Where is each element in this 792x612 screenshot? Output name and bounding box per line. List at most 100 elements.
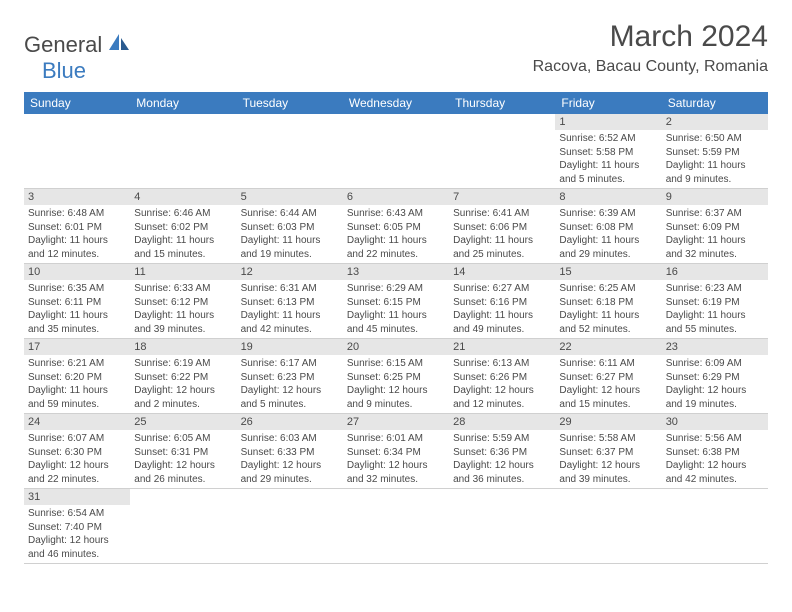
daylight-text-1: Daylight: 11 hours bbox=[28, 309, 126, 323]
daylight-text-2: and 5 minutes. bbox=[559, 173, 657, 187]
sunset-text: Sunset: 6:15 PM bbox=[347, 296, 445, 310]
daylight-text-2: and 42 minutes. bbox=[241, 323, 339, 337]
daylight-text-1: Daylight: 12 hours bbox=[666, 459, 764, 473]
sunset-text: Sunset: 6:31 PM bbox=[134, 446, 232, 460]
calendar-cell: 11Sunrise: 6:33 AMSunset: 6:12 PMDayligh… bbox=[130, 264, 236, 339]
daylight-text-2: and 22 minutes. bbox=[28, 473, 126, 487]
calendar-cell: 10Sunrise: 6:35 AMSunset: 6:11 PMDayligh… bbox=[24, 264, 130, 339]
calendar-cell: 23Sunrise: 6:09 AMSunset: 6:29 PMDayligh… bbox=[662, 339, 768, 414]
calendar-cell: 25Sunrise: 6:05 AMSunset: 6:31 PMDayligh… bbox=[130, 414, 236, 489]
day-content: Sunrise: 6:33 AMSunset: 6:12 PMDaylight:… bbox=[130, 280, 236, 338]
sunrise-text: Sunrise: 6:50 AM bbox=[666, 132, 764, 146]
day-content: Sunrise: 6:29 AMSunset: 6:15 PMDaylight:… bbox=[343, 280, 449, 338]
day-content: Sunrise: 6:21 AMSunset: 6:20 PMDaylight:… bbox=[24, 355, 130, 413]
daylight-text-1: Daylight: 11 hours bbox=[28, 234, 126, 248]
day-number: 25 bbox=[130, 414, 236, 430]
daylight-text-2: and 49 minutes. bbox=[453, 323, 551, 337]
calendar-cell bbox=[130, 489, 236, 564]
daylight-text-1: Daylight: 11 hours bbox=[453, 234, 551, 248]
day-number: 21 bbox=[449, 339, 555, 355]
sunrise-text: Sunrise: 6:01 AM bbox=[347, 432, 445, 446]
calendar-cell: 4Sunrise: 6:46 AMSunset: 6:02 PMDaylight… bbox=[130, 189, 236, 264]
calendar-cell: 9Sunrise: 6:37 AMSunset: 6:09 PMDaylight… bbox=[662, 189, 768, 264]
day-content: Sunrise: 6:52 AMSunset: 5:58 PMDaylight:… bbox=[555, 130, 661, 188]
sunrise-text: Sunrise: 6:23 AM bbox=[666, 282, 764, 296]
daylight-text-1: Daylight: 11 hours bbox=[666, 309, 764, 323]
daylight-text-2: and 32 minutes. bbox=[666, 248, 764, 262]
sunset-text: Sunset: 6:22 PM bbox=[134, 371, 232, 385]
daylight-text-1: Daylight: 11 hours bbox=[559, 159, 657, 173]
calendar-body: 1Sunrise: 6:52 AMSunset: 5:58 PMDaylight… bbox=[24, 114, 768, 564]
title-block: March 2024 Racova, Bacau County, Romania bbox=[533, 20, 768, 76]
day-content: Sunrise: 6:03 AMSunset: 6:33 PMDaylight:… bbox=[237, 430, 343, 488]
daylight-text-2: and 9 minutes. bbox=[347, 398, 445, 412]
day-content: Sunrise: 6:01 AMSunset: 6:34 PMDaylight:… bbox=[343, 430, 449, 488]
day-number: 7 bbox=[449, 189, 555, 205]
calendar-cell: 5Sunrise: 6:44 AMSunset: 6:03 PMDaylight… bbox=[237, 189, 343, 264]
day-content: Sunrise: 6:17 AMSunset: 6:23 PMDaylight:… bbox=[237, 355, 343, 413]
daylight-text-2: and 19 minutes. bbox=[241, 248, 339, 262]
day-content: Sunrise: 6:35 AMSunset: 6:11 PMDaylight:… bbox=[24, 280, 130, 338]
day-number: 8 bbox=[555, 189, 661, 205]
daylight-text-1: Daylight: 12 hours bbox=[453, 384, 551, 398]
weekday-header: Thursday bbox=[449, 92, 555, 114]
calendar-cell bbox=[449, 114, 555, 189]
calendar-cell bbox=[662, 489, 768, 564]
daylight-text-1: Daylight: 12 hours bbox=[453, 459, 551, 473]
calendar-cell: 21Sunrise: 6:13 AMSunset: 6:26 PMDayligh… bbox=[449, 339, 555, 414]
sunset-text: Sunset: 6:37 PM bbox=[559, 446, 657, 460]
day-content: Sunrise: 6:54 AMSunset: 7:40 PMDaylight:… bbox=[24, 505, 130, 563]
weekday-header-row: SundayMondayTuesdayWednesdayThursdayFrid… bbox=[24, 92, 768, 114]
sunrise-text: Sunrise: 6:09 AM bbox=[666, 357, 764, 371]
daylight-text-2: and 45 minutes. bbox=[347, 323, 445, 337]
day-content: Sunrise: 6:37 AMSunset: 6:09 PMDaylight:… bbox=[662, 205, 768, 263]
sunset-text: Sunset: 6:13 PM bbox=[241, 296, 339, 310]
calendar-cell bbox=[130, 114, 236, 189]
calendar-cell: 31Sunrise: 6:54 AMSunset: 7:40 PMDayligh… bbox=[24, 489, 130, 564]
daylight-text-1: Daylight: 11 hours bbox=[28, 384, 126, 398]
sunset-text: Sunset: 6:34 PM bbox=[347, 446, 445, 460]
location-text: Racova, Bacau County, Romania bbox=[533, 58, 768, 76]
daylight-text-1: Daylight: 12 hours bbox=[28, 534, 126, 548]
sunrise-text: Sunrise: 6:07 AM bbox=[28, 432, 126, 446]
calendar-cell bbox=[24, 114, 130, 189]
sunrise-text: Sunrise: 6:17 AM bbox=[241, 357, 339, 371]
day-number: 10 bbox=[24, 264, 130, 280]
daylight-text-2: and 46 minutes. bbox=[28, 548, 126, 562]
sunrise-text: Sunrise: 6:37 AM bbox=[666, 207, 764, 221]
day-number: 9 bbox=[662, 189, 768, 205]
daylight-text-1: Daylight: 11 hours bbox=[666, 159, 764, 173]
day-number: 14 bbox=[449, 264, 555, 280]
sunset-text: Sunset: 6:27 PM bbox=[559, 371, 657, 385]
sunrise-text: Sunrise: 6:46 AM bbox=[134, 207, 232, 221]
sunset-text: Sunset: 6:38 PM bbox=[666, 446, 764, 460]
calendar-cell: 27Sunrise: 6:01 AMSunset: 6:34 PMDayligh… bbox=[343, 414, 449, 489]
day-number: 27 bbox=[343, 414, 449, 430]
daylight-text-1: Daylight: 12 hours bbox=[134, 384, 232, 398]
day-content: Sunrise: 6:23 AMSunset: 6:19 PMDaylight:… bbox=[662, 280, 768, 338]
logo-text-general: General bbox=[24, 32, 102, 57]
day-number: 4 bbox=[130, 189, 236, 205]
sunrise-text: Sunrise: 6:52 AM bbox=[559, 132, 657, 146]
logo-text-blue: Blue bbox=[42, 58, 86, 83]
sunset-text: Sunset: 6:08 PM bbox=[559, 221, 657, 235]
sunrise-text: Sunrise: 6:11 AM bbox=[559, 357, 657, 371]
day-number: 22 bbox=[555, 339, 661, 355]
daylight-text-2: and 19 minutes. bbox=[666, 398, 764, 412]
calendar-cell: 20Sunrise: 6:15 AMSunset: 6:25 PMDayligh… bbox=[343, 339, 449, 414]
daylight-text-1: Daylight: 12 hours bbox=[559, 384, 657, 398]
sunrise-text: Sunrise: 6:25 AM bbox=[559, 282, 657, 296]
sunset-text: Sunset: 6:19 PM bbox=[666, 296, 764, 310]
calendar-cell: 1Sunrise: 6:52 AMSunset: 5:58 PMDaylight… bbox=[555, 114, 661, 189]
calendar-cell: 6Sunrise: 6:43 AMSunset: 6:05 PMDaylight… bbox=[343, 189, 449, 264]
calendar-week-row: 31Sunrise: 6:54 AMSunset: 7:40 PMDayligh… bbox=[24, 489, 768, 564]
daylight-text-1: Daylight: 11 hours bbox=[559, 309, 657, 323]
calendar-cell: 18Sunrise: 6:19 AMSunset: 6:22 PMDayligh… bbox=[130, 339, 236, 414]
sunrise-text: Sunrise: 6:19 AM bbox=[134, 357, 232, 371]
sunset-text: Sunset: 6:16 PM bbox=[453, 296, 551, 310]
daylight-text-1: Daylight: 11 hours bbox=[241, 309, 339, 323]
day-content: Sunrise: 6:07 AMSunset: 6:30 PMDaylight:… bbox=[24, 430, 130, 488]
day-number: 1 bbox=[555, 114, 661, 130]
day-content: Sunrise: 6:15 AMSunset: 6:25 PMDaylight:… bbox=[343, 355, 449, 413]
daylight-text-2: and 32 minutes. bbox=[347, 473, 445, 487]
